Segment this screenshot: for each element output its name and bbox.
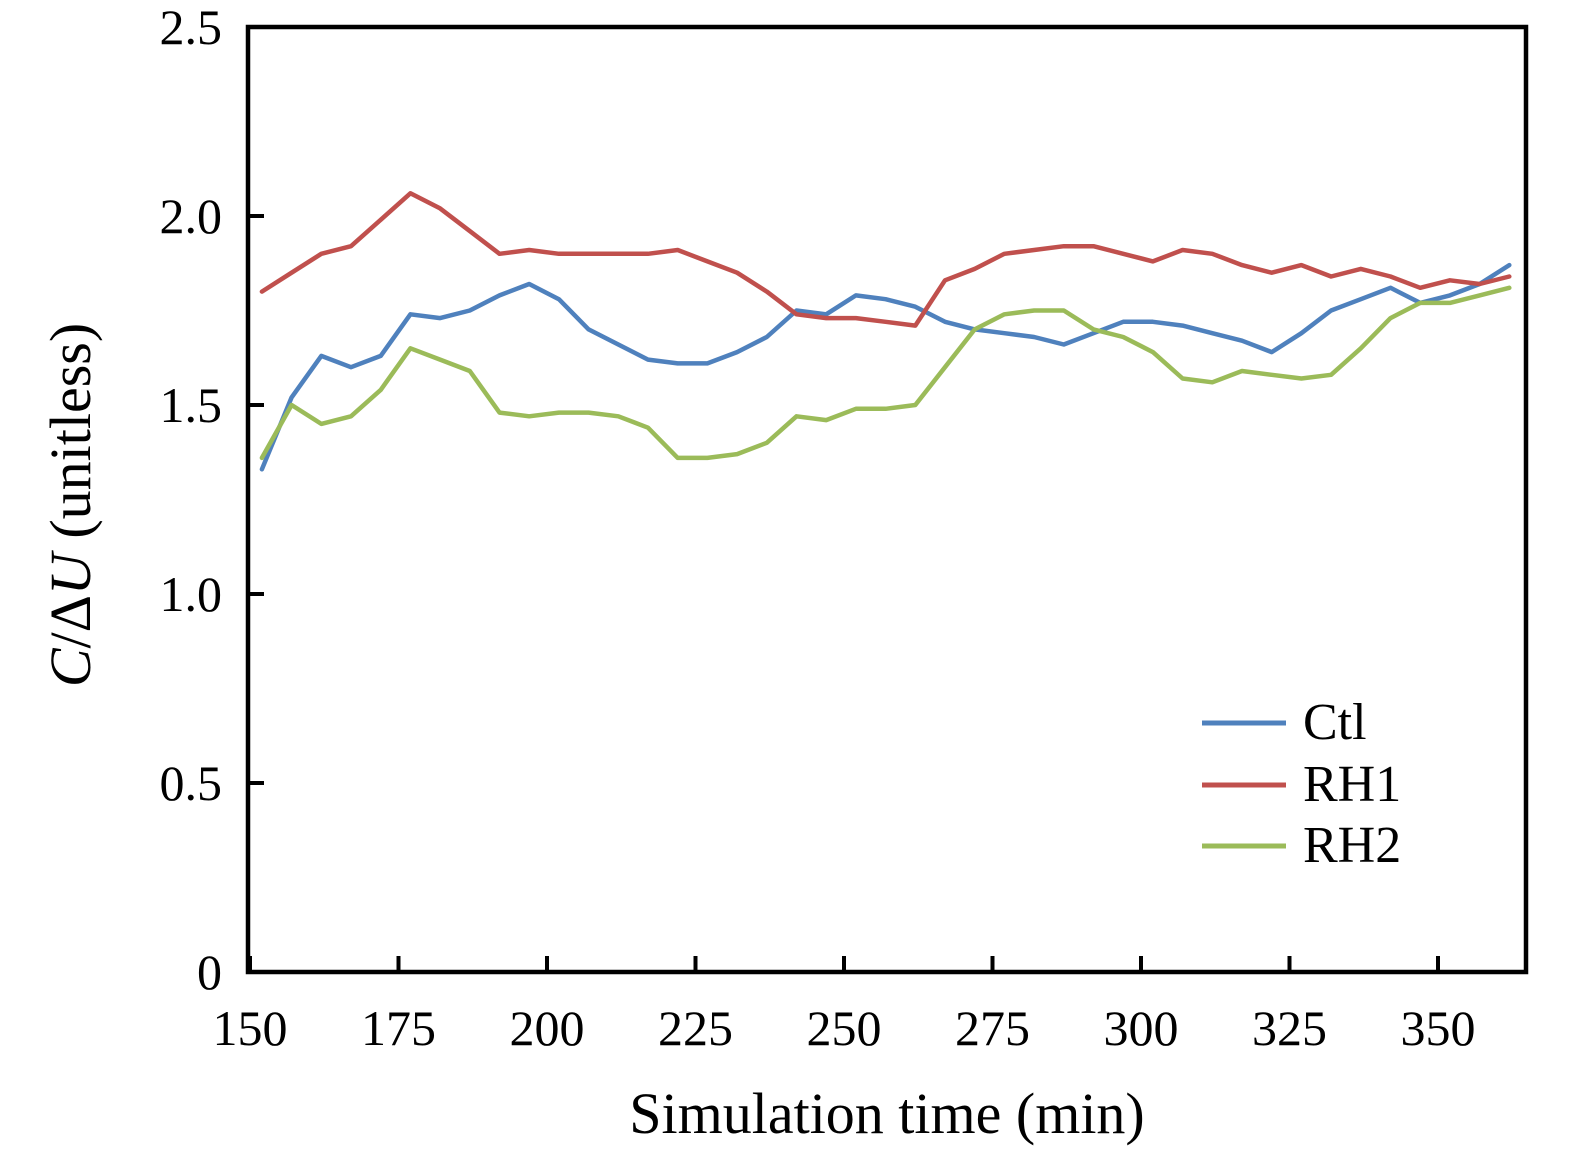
legend-item-rh2: RH2 <box>1202 817 1401 874</box>
y-axis-title: C/ΔU (unitless) <box>38 323 103 687</box>
x-axis-tick-labels: 150 175 200 225 250 275 300 325 350 <box>213 1000 1476 1056</box>
y-axis-title-u: U <box>38 549 103 595</box>
legend-label-rh1: RH1 <box>1303 756 1401 813</box>
x-tick-label: 250 <box>807 1000 882 1056</box>
y-axis-title-unit: (unitless) <box>38 323 103 553</box>
legend-label-ctl: Ctl <box>1303 694 1367 751</box>
x-axis-ticks <box>248 956 1440 972</box>
legend-label-rh2: RH2 <box>1303 817 1401 874</box>
x-tick-label: 300 <box>1104 1000 1179 1056</box>
series-lines <box>259 191 1512 472</box>
legend-item-rh1: RH1 <box>1202 756 1401 813</box>
series-line-rh2 <box>259 285 1512 461</box>
y-axis-tick-labels: 0 0.5 1.0 1.5 2.0 2.5 <box>160 0 223 1000</box>
x-tick-label: 225 <box>658 1000 733 1056</box>
x-tick-label: 325 <box>1252 1000 1327 1056</box>
x-tick-label: 350 <box>1401 1000 1476 1056</box>
y-tick-label: 1.5 <box>160 377 223 433</box>
y-tick-label: 0.5 <box>160 755 223 811</box>
series-line-rh1 <box>259 191 1512 328</box>
x-tick-label: 175 <box>361 1000 436 1056</box>
y-tick-label: 2.5 <box>160 0 223 55</box>
x-axis-title: Simulation time (min) <box>629 1081 1145 1146</box>
y-axis-title-c: C <box>38 647 103 687</box>
y-tick-label: 1.0 <box>160 566 223 622</box>
legend: Ctl RH1 RH2 <box>1202 694 1401 874</box>
x-tick-label: 275 <box>955 1000 1030 1056</box>
y-tick-label: 2.0 <box>160 188 223 244</box>
legend-item-ctl: Ctl <box>1202 694 1367 751</box>
plot-frame <box>245 24 1529 975</box>
x-tick-label: 150 <box>213 1000 288 1056</box>
y-axis-title-delta: /Δ <box>38 595 103 648</box>
y-axis-ticks <box>248 214 264 785</box>
x-tick-label: 200 <box>510 1000 585 1056</box>
y-tick-label: 0 <box>197 944 222 1000</box>
series-line-ctl <box>259 262 1512 472</box>
